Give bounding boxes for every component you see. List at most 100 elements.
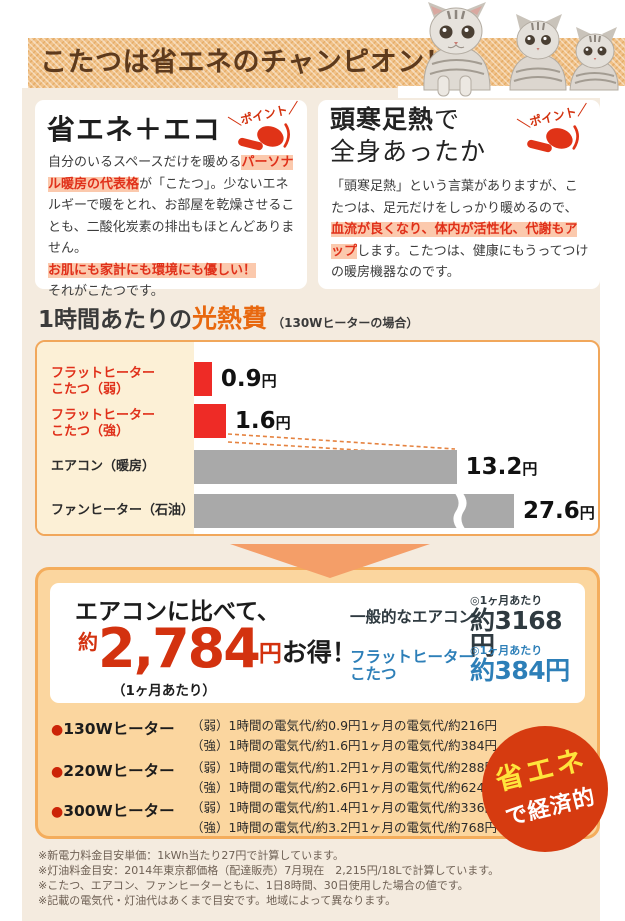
name-line: 一般的なエアコン xyxy=(350,608,475,626)
bar-label-kotatsu-high: フラットヒーター こたつ（強） xyxy=(51,408,191,440)
eco-box-text: 自分のいるスペースだけを暖めるパーソナル暖房の代表格が「こたつ」。少ないエネルギ… xyxy=(48,152,296,303)
label-text: 300Wヒーター xyxy=(63,802,175,820)
eco-circle-badge: 省エネ で経済的 xyxy=(482,726,608,852)
kitten-3 xyxy=(569,27,619,91)
point-badge: ＼ポイント／ xyxy=(514,102,592,160)
otoku-label: お得！ xyxy=(281,638,357,667)
bar-row-kotatsu-low: 0.9円 xyxy=(194,362,277,396)
eco-text-3: それがこたつです。 xyxy=(48,284,164,299)
bar-label-aircon: エアコン（暖房） xyxy=(51,459,191,475)
wattage-lines: （弱）1時間の電気代/約1.2円1ヶ月の電気代/約288円 （強）1時間の電気代… xyxy=(191,758,497,798)
value-unit: 円 xyxy=(261,372,277,390)
line-strong: （強）1時間の電気代/約3.2円1ヶ月の電気代/約768円 xyxy=(191,818,497,838)
pointing-hand-icon xyxy=(527,125,579,153)
label-line: フラットヒーター xyxy=(51,366,156,381)
footnotes: ※新電力料金目安単価：1kWh当たり27円で計算しています。 ※灯油料金目安：2… xyxy=(38,848,586,908)
wattage-lines: （弱）1時間の電気代/約1.4円1ヶ月の電気代/約336円 （強）1時間の電気代… xyxy=(191,798,497,838)
bar-value: 0.9円 xyxy=(221,366,277,392)
value-unit: 円 xyxy=(579,504,595,522)
bullet-icon: ● xyxy=(51,722,64,738)
value-unit: 円 xyxy=(522,460,538,478)
bar-row-fanheater: 27.6円 xyxy=(194,492,595,530)
line-weak: （弱）1時間の電気代/約1.4円1ヶ月の電気代/約336円 xyxy=(191,798,497,818)
zukan-title-tail: で xyxy=(434,105,461,134)
kitten-1 xyxy=(423,2,491,97)
line-weak: （弱）1時間の電気代/約1.2円1ヶ月の電気代/約288円 xyxy=(191,758,497,778)
amount-unit: 円 xyxy=(258,641,282,667)
savings-panel: エアコンに比べて、 約2,784円お得！ （1ヶ月あたり） 一般的なエアコン ◎… xyxy=(50,583,585,703)
label-text: 130Wヒーター xyxy=(63,720,175,738)
value-number: 0.9 xyxy=(220,366,262,392)
hourly-cost: （弱）1時間の電気代/約1.2円 xyxy=(191,760,361,775)
kitten-2 xyxy=(509,14,567,91)
value-number: 27.6 xyxy=(523,498,580,524)
wattage-label: ●220Wヒーター xyxy=(51,758,191,798)
hourly-cost: （強）1時間の電気代/約1.6円 xyxy=(191,738,361,753)
chart-title-accent: 光熱費 xyxy=(192,304,268,333)
wattage-row-300w: ●300Wヒーター （弱）1時間の電気代/約1.4円1ヶ月の電気代/約336円 … xyxy=(51,798,497,838)
line-strong: （強）1時間の電気代/約2.6円1ヶ月の電気代/約624円 xyxy=(191,778,497,798)
bar-value: 13.2円 xyxy=(466,454,538,480)
footnote: ※記載の電気代・灯油代はあくまで目安です。地域によって異なります。 xyxy=(38,894,397,907)
monthly-cost: 1ヶ月の電気代/約336円 xyxy=(361,800,498,815)
chart-title-note: （130Wヒーターの場合） xyxy=(272,316,419,330)
value-number: 13.2 xyxy=(465,454,523,480)
eco-highlight-2: お肌にも家計にも環境にも優しい！ xyxy=(48,262,257,278)
footnote: ※こたつ、エアコン、ファンヒーターともに、1日8時間、30日使用した場合の値です… xyxy=(38,879,469,892)
axis-break-mark xyxy=(453,492,467,530)
monthly-cost: 1ヶ月の電気代/約624円 xyxy=(361,780,498,795)
bar-kotatsu-low xyxy=(194,362,212,396)
zukan-text-2: します。こたつは、健康にもうってつけの暖房機器なのです。 xyxy=(331,243,589,281)
hourly-cost: （強）1時間の電気代/約3.2円 xyxy=(191,820,361,835)
monthly-cost: 1ヶ月の電気代/約288円 xyxy=(361,760,498,775)
eco-badge-text: 省エネ で経済的 xyxy=(475,734,615,836)
hourly-cost: （弱）1時間の電気代/約1.4円 xyxy=(191,800,361,815)
footnote: ※新電力料金目安単価：1kWh当たり27円で計算しています。 xyxy=(38,849,344,862)
zukan-box-text: 「頭寒足熱」という言葉がありますが、こたつは、足元だけをしっかり暖めるので、血流… xyxy=(331,176,589,284)
eco-text-2: が「こたつ」。少ないエネルギーで暖をとれ、お部屋を乾燥させることも、二酸化炭素の… xyxy=(48,176,295,257)
label-text: 220Wヒーター xyxy=(63,762,175,780)
monthly-cost: 1ヶ月の電気代/約384円 xyxy=(361,738,498,753)
approx-mark: 約 xyxy=(78,630,98,654)
value-number: 1.6 xyxy=(234,408,276,434)
per-note: ◎1ヶ月あたり xyxy=(470,644,543,657)
wattage-label: ●130Wヒーター xyxy=(51,716,191,756)
bar-kotatsu-high xyxy=(194,404,226,438)
zukan-title-line2: 全身あったか xyxy=(330,137,487,166)
bar-value: 1.6円 xyxy=(235,408,291,434)
line-weak: （弱）1時間の電気代/約0.9円1ヶ月の電気代/約216円 xyxy=(191,716,497,736)
value: 約3168円 xyxy=(470,606,563,660)
wattage-row-220w: ●220Wヒーター （弱）1時間の電気代/約1.2円1ヶ月の電気代/約288円 … xyxy=(51,758,497,798)
value: 約384円 xyxy=(470,656,570,685)
label-line: フラットヒーター xyxy=(51,408,156,423)
label-line: エアコン（暖房） xyxy=(51,459,156,474)
value-unit: 円 xyxy=(275,414,291,432)
per-note: ◎1ヶ月あたり xyxy=(470,594,543,607)
zukan-box: 頭寒足熱で 全身あったか ＼ポイント／ 「頭寒足熱」という言葉がありますが、こた… xyxy=(318,100,600,289)
pointing-hand-icon xyxy=(238,123,290,151)
comparison-aircon-name: 一般的なエアコン xyxy=(350,609,474,626)
name-line: こたつ xyxy=(350,665,397,683)
monthly-cost: 1ヶ月の電気代/約216円 xyxy=(361,718,498,733)
eco-box: 省エネ＋エコ ＼ポイント／ 自分のいるスペースだけを暖めるパーソナル暖房の代表格… xyxy=(35,100,307,299)
comparison-aircon-value: ◎1ヶ月あたり 約3168円 xyxy=(470,595,585,658)
savings-amount: 約2,784円お得！ xyxy=(78,617,357,680)
bar-row-aircon: 13.2円 xyxy=(194,450,537,484)
wattage-row-130w: ●130Wヒーター （弱）1時間の電気代/約0.9円1ヶ月の電気代/約216円 … xyxy=(51,716,497,756)
monthly-cost: 1ヶ月の電気代/約768円 xyxy=(361,820,498,835)
eco-box-title: 省エネ＋エコ xyxy=(47,113,222,146)
hourly-cost: （弱）1時間の電気代/約0.9円 xyxy=(191,718,361,733)
bullet-icon: ● xyxy=(51,764,64,780)
line-strong: （強）1時間の電気代/約1.6円1ヶ月の電気代/約384円 xyxy=(191,736,497,756)
label-line: こたつ（強） xyxy=(51,424,130,439)
bar-value: 27.6円 xyxy=(523,498,595,524)
kittens-photo xyxy=(398,2,625,98)
bar-fanheater xyxy=(194,492,514,530)
savings-headline: エアコンに比べて、 xyxy=(75,599,280,625)
label-line: こたつ（弱） xyxy=(51,382,130,397)
eco-text-1: 自分のいるスペースだけを暖める xyxy=(48,155,242,170)
down-arrow xyxy=(230,544,430,578)
chart-title: 1時間あたりの光熱費 （130Wヒーターの場合） xyxy=(38,299,418,333)
amount-number: 2,784 xyxy=(98,617,261,680)
